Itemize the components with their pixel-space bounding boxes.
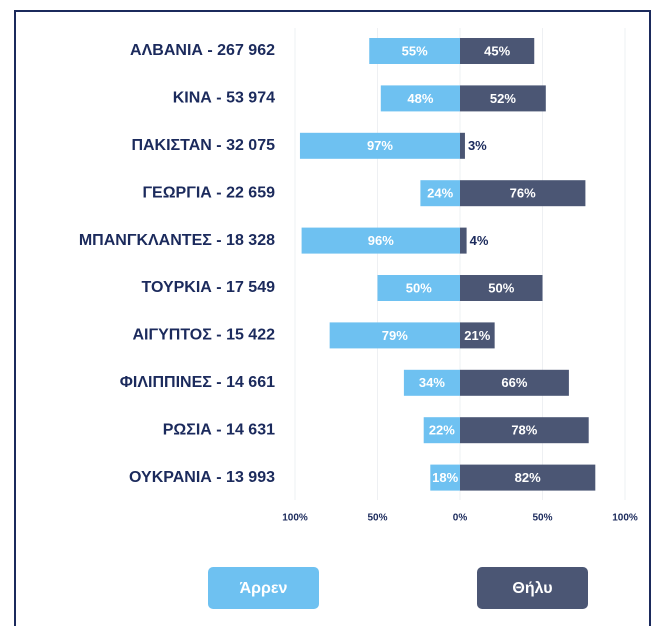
value-label: 66%: [501, 375, 527, 390]
category-label: ΜΠΑΝΓΚΛΑΝΤΕΣ - 18 328: [79, 232, 275, 249]
bar: [460, 132, 465, 159]
value-label: 18%: [432, 470, 458, 485]
category-label: ΚΙΝΑ - 53 974: [173, 90, 275, 107]
value-label: 34%: [419, 375, 445, 390]
value-label: 48%: [407, 91, 433, 106]
legend-label: Θήλυ: [512, 580, 552, 597]
bar: [460, 275, 543, 301]
value-label: 21%: [464, 328, 490, 343]
bar: [301, 227, 460, 254]
category-label: ΡΩΣΙΑ - 14 631: [163, 421, 275, 438]
category-label: ΑΙΓΥΠΤΟΣ - 15 422: [132, 327, 275, 344]
category-label: ΦΙΛΙΠΠΙΝΕΣ - 14 661: [120, 374, 275, 391]
bar: [420, 180, 460, 207]
legend-button[interactable]: [208, 567, 319, 609]
category-label: ΟΥΚΡΑΝΙΑ - 13 993: [129, 469, 275, 486]
category-label: ΤΟΥΡΚΙΑ - 17 549: [141, 279, 275, 296]
value-label: 55%: [402, 43, 428, 58]
value-label: 22%: [429, 423, 455, 438]
bar: [460, 180, 586, 207]
value-label: 50%: [406, 280, 432, 295]
bar: [460, 227, 467, 254]
value-label: 50%: [488, 280, 514, 295]
bar: [460, 322, 495, 349]
frame: [14, 10, 651, 626]
bar: [369, 38, 460, 64]
bar: [403, 369, 460, 396]
bar: [460, 369, 569, 396]
x-tick-label: 50%: [367, 513, 387, 524]
value-label: 3%: [468, 138, 487, 153]
value-label: 76%: [510, 186, 536, 201]
category-label: ΑΛΒΑΝΙΑ - 267 962: [130, 42, 275, 59]
legend-button[interactable]: [477, 567, 588, 609]
bar: [460, 85, 546, 112]
category-label: ΓΕΩΡΓΙΑ - 22 659: [142, 184, 275, 201]
bar: [460, 417, 589, 444]
bar: [380, 85, 460, 112]
x-tick-label: 100%: [612, 513, 638, 524]
value-label: 82%: [515, 470, 541, 485]
value-label: 78%: [511, 423, 537, 438]
bar: [430, 464, 460, 491]
category-label: ΠΑΚΙΣΤΑΝ - 32 075: [131, 137, 275, 154]
value-label: 24%: [427, 186, 453, 201]
bar: [423, 417, 460, 444]
value-label: 4%: [470, 233, 489, 248]
value-label: 97%: [367, 138, 393, 153]
x-tick-label: 0%: [453, 513, 468, 524]
bar: [329, 322, 460, 349]
value-label: 96%: [368, 233, 394, 248]
value-label: 45%: [484, 43, 510, 58]
legend-label: Άρρεν: [240, 580, 288, 597]
bar: [460, 464, 596, 491]
bar: [460, 38, 535, 64]
value-label: 79%: [382, 328, 408, 343]
bar: [377, 275, 460, 301]
x-tick-label: 50%: [532, 513, 552, 524]
x-tick-label: 100%: [282, 513, 308, 524]
value-label: 52%: [490, 91, 516, 106]
bar: [299, 132, 460, 159]
